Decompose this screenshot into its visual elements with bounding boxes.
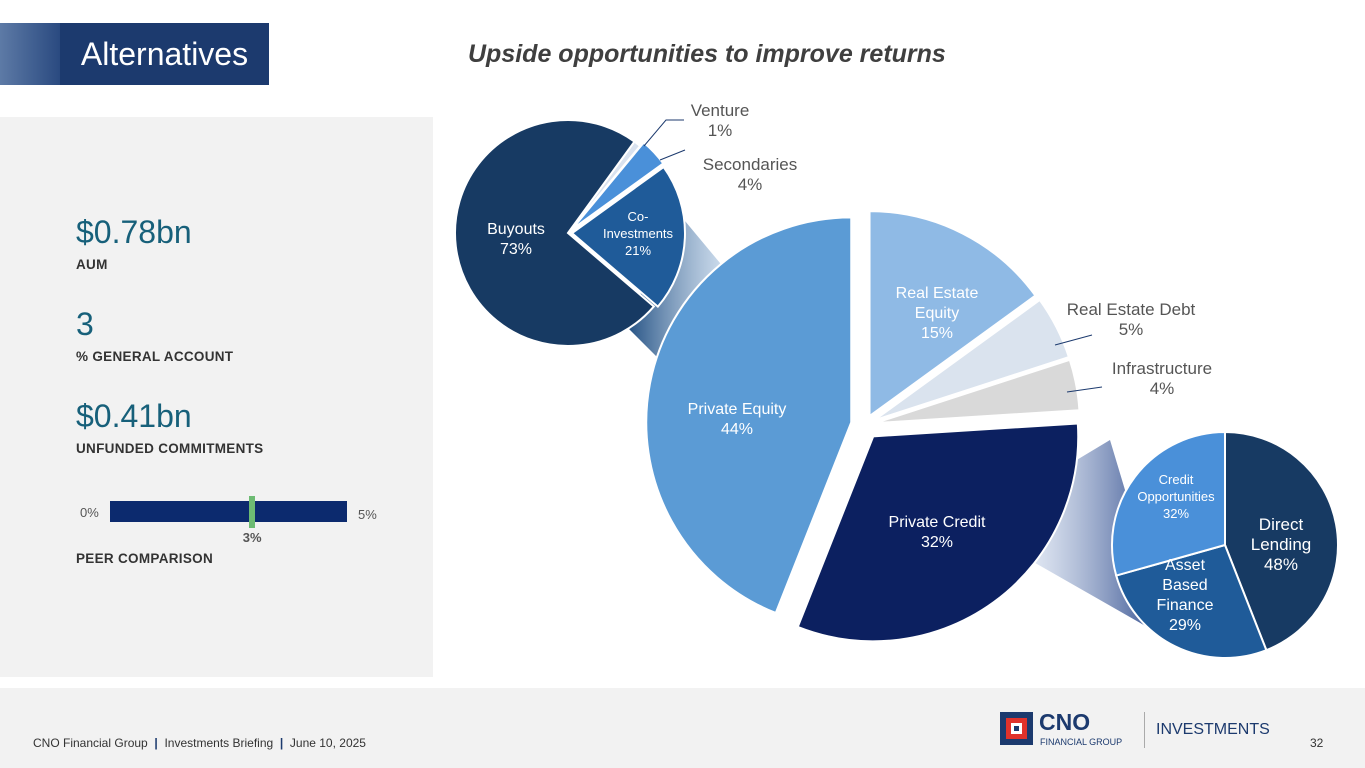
logo-investments: INVESTMENTS xyxy=(1156,721,1270,738)
logo-text: CNO xyxy=(1039,709,1091,735)
peer-marker-label: 3% xyxy=(242,530,262,545)
ga-value: 3 xyxy=(76,306,94,342)
pie-slice-infrastructure xyxy=(874,358,1081,425)
peer-marker xyxy=(249,496,256,528)
peer-label: PEER COMPARISON xyxy=(76,551,214,566)
pie-slice-real-estate-debt xyxy=(873,298,1071,422)
buyouts-label: Buyouts 73% xyxy=(487,221,545,258)
coinvest-label: Co- Investments 21% xyxy=(602,209,674,258)
footer-text: CNO Financial Group | Investments Briefi… xyxy=(33,736,366,750)
page-subtitle: Upside opportunities to improve returns xyxy=(468,40,946,68)
unfunded-label: UNFUNDED COMMITMENTS xyxy=(76,441,264,456)
pie-slice-private-credit xyxy=(796,422,1080,643)
logo-sub: FINANCIAL GROUP xyxy=(1040,737,1123,747)
secondaries-label: Secondaries 4% xyxy=(702,155,798,194)
secondaries-leader xyxy=(659,149,686,161)
infra-label: Infrastructure 4% xyxy=(1111,359,1213,398)
pie-slice-real-estate-equity xyxy=(868,210,1037,419)
logo-divider xyxy=(1144,712,1145,748)
pie-slice-credit-opportunities xyxy=(1111,430,1226,577)
re-debt-label: Real Estate Debt 5% xyxy=(1066,300,1196,339)
peer-max: 5% xyxy=(358,507,377,522)
pie-slice-buyouts xyxy=(454,119,656,347)
infra-leader xyxy=(1066,386,1103,393)
pe-label: Private Equity 44% xyxy=(687,401,787,438)
pe-connector xyxy=(625,215,730,360)
pie-slice-direct-lending xyxy=(1224,430,1339,652)
pie-slice-co-investments xyxy=(570,165,686,309)
pie-slice-private-equity xyxy=(645,216,853,615)
abf-label: Asset Based Finance 29% xyxy=(1156,557,1214,634)
page-number: 32 xyxy=(1310,736,1324,750)
cno-logo-icon xyxy=(1000,712,1033,745)
metrics-panel xyxy=(0,117,433,677)
header-accent xyxy=(0,23,60,85)
footer xyxy=(0,688,1365,768)
peer-min: 0% xyxy=(80,505,99,520)
re-debt-leader xyxy=(1054,334,1093,346)
page-title: Alternatives xyxy=(60,23,269,85)
credit-opp-label: Credit Opportunities 32% xyxy=(1137,472,1215,521)
peer-bar xyxy=(110,501,347,522)
aum-value: $0.78bn xyxy=(76,214,192,250)
venture-leader xyxy=(643,119,684,147)
direct-lending-label: Direct Lending 48% xyxy=(1250,515,1312,574)
venture-label: Venture 1% xyxy=(690,101,750,140)
unfunded-value: $0.41bn xyxy=(76,398,192,434)
re-equity-label: Real Estate Equity 15% xyxy=(895,285,979,342)
pie-slice-asset-based-finance xyxy=(1114,543,1268,659)
ga-label: % GENERAL ACCOUNT xyxy=(76,349,234,364)
pie-slice-secondaries xyxy=(570,141,665,231)
pc-label: Private Credit 32% xyxy=(888,514,986,551)
aum-label: AUM xyxy=(76,257,108,272)
